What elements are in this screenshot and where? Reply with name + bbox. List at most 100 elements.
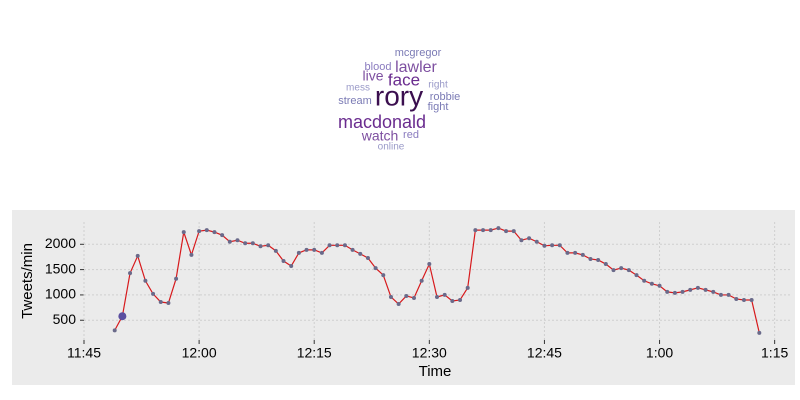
point [519, 238, 524, 243]
point [174, 276, 179, 281]
point [757, 330, 762, 335]
point [726, 292, 731, 297]
point [718, 292, 723, 297]
point [189, 252, 194, 257]
point [695, 285, 700, 290]
x-axis-label: Time [419, 363, 452, 380]
point [365, 255, 370, 260]
x-tick-label: 12:15 [297, 345, 332, 361]
point [580, 252, 585, 257]
x-tick-label: 11:45 [67, 345, 101, 361]
point [749, 297, 754, 302]
point [741, 297, 746, 302]
point [442, 292, 447, 297]
word: rory [375, 80, 423, 111]
word: mess [346, 83, 370, 94]
point [181, 230, 186, 235]
point [411, 295, 416, 300]
point [227, 239, 232, 244]
point [557, 243, 562, 248]
point [296, 250, 301, 255]
point [458, 297, 463, 302]
point [342, 243, 347, 248]
point [312, 247, 317, 252]
point [688, 287, 693, 292]
point [481, 228, 486, 233]
point [611, 268, 616, 273]
point [335, 243, 340, 248]
point [204, 228, 209, 233]
point [419, 278, 424, 283]
point [626, 268, 631, 273]
word: lawler [395, 59, 437, 76]
point [711, 289, 716, 294]
point [473, 228, 478, 233]
word: face [388, 70, 420, 89]
point [427, 262, 432, 267]
y-tick-label: 1500 [45, 260, 76, 276]
y-tick-label: 2000 [45, 235, 76, 251]
point [734, 296, 739, 301]
point [281, 258, 286, 263]
point [665, 289, 670, 294]
word: watch [361, 128, 399, 144]
point [273, 248, 278, 253]
point [534, 239, 539, 244]
word: right [428, 80, 448, 91]
point [450, 299, 455, 304]
word: red [403, 129, 419, 141]
point [128, 271, 133, 276]
word: blood [365, 61, 392, 73]
word: fight [428, 101, 449, 113]
point [319, 250, 324, 255]
point [527, 236, 532, 241]
point [465, 285, 470, 290]
point [619, 266, 624, 271]
point [266, 243, 271, 248]
y-tick-label: 1000 [45, 286, 76, 302]
x-tick-label: 1:15 [761, 345, 788, 361]
point [212, 230, 217, 235]
point [135, 253, 140, 258]
y-axis-label: Tweets/min [19, 243, 36, 319]
y-tick-label: 500 [53, 311, 77, 327]
point [680, 289, 685, 294]
point [603, 262, 608, 267]
point [672, 290, 677, 295]
point [550, 243, 555, 248]
point [565, 250, 570, 255]
point [703, 287, 708, 292]
point [435, 294, 439, 299]
point [588, 256, 593, 261]
point [511, 229, 516, 234]
point [504, 229, 509, 234]
point [112, 328, 117, 333]
point [642, 278, 647, 283]
point [220, 233, 225, 238]
word: robbie [430, 91, 461, 103]
point [657, 283, 662, 288]
word: stream [338, 95, 372, 107]
point [388, 294, 393, 299]
point [151, 291, 156, 296]
word: live [362, 68, 383, 84]
point [634, 273, 639, 278]
point [143, 278, 148, 283]
chart-background [12, 210, 795, 385]
x-tick-label: 12:00 [182, 345, 217, 361]
point [396, 302, 401, 307]
point [573, 250, 578, 255]
point [596, 257, 601, 262]
word: online [378, 142, 405, 153]
point [649, 281, 654, 286]
word: macdonald [338, 112, 426, 132]
point [327, 243, 332, 248]
word: mcgregor [395, 47, 442, 59]
point [496, 226, 501, 231]
point [404, 293, 409, 298]
point [158, 300, 163, 305]
point [235, 238, 240, 243]
point [289, 264, 294, 269]
